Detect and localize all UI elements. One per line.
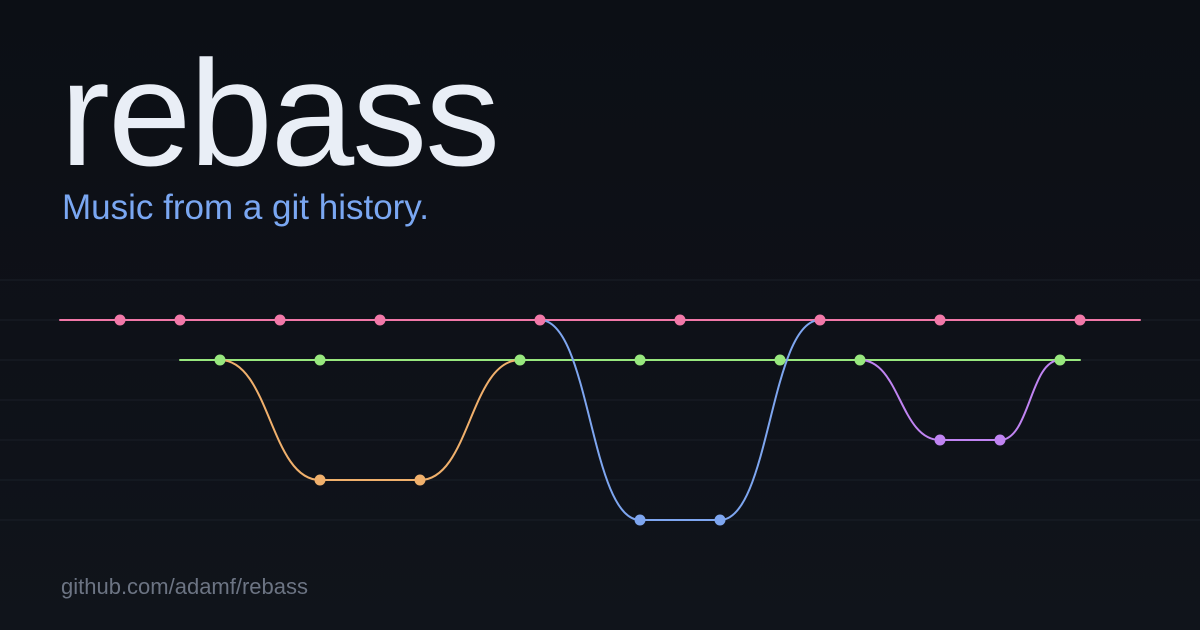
commit-dot bbox=[814, 314, 826, 326]
commit-dot bbox=[934, 314, 946, 326]
commit-dot bbox=[674, 314, 686, 326]
commit-dots bbox=[114, 314, 1086, 526]
repo-link[interactable]: github.com/adamf/rebass bbox=[61, 574, 309, 599]
commit-dot bbox=[114, 314, 126, 326]
page-title: rebass bbox=[60, 29, 500, 197]
merge-curve bbox=[719, 319, 821, 521]
merge-curve bbox=[539, 319, 641, 521]
commit-dot bbox=[514, 354, 526, 366]
commit-dot bbox=[374, 314, 386, 326]
commit-dot bbox=[1074, 314, 1086, 326]
commit-dot bbox=[994, 434, 1006, 446]
commit-dot bbox=[774, 354, 786, 366]
merge-curves bbox=[219, 319, 1061, 521]
commit-dot bbox=[534, 314, 546, 326]
commit-dot bbox=[214, 354, 226, 366]
merge-curve bbox=[999, 359, 1061, 441]
commit-dot bbox=[314, 474, 326, 486]
commit-dot bbox=[314, 354, 326, 366]
commit-dot bbox=[714, 514, 726, 526]
merge-curve bbox=[859, 359, 941, 441]
commit-dot bbox=[934, 434, 946, 446]
commit-dot bbox=[634, 354, 646, 366]
commit-dot bbox=[274, 314, 286, 326]
commit-dot bbox=[854, 354, 866, 366]
tagline: Music from a git history. bbox=[62, 188, 429, 227]
merge-curve bbox=[219, 359, 321, 481]
commit-dot bbox=[1054, 354, 1066, 366]
commit-dot bbox=[414, 474, 426, 486]
branch-lines bbox=[59, 319, 1141, 361]
commit-dot bbox=[634, 514, 646, 526]
commit-dot bbox=[174, 314, 186, 326]
merge-curve bbox=[419, 359, 521, 481]
